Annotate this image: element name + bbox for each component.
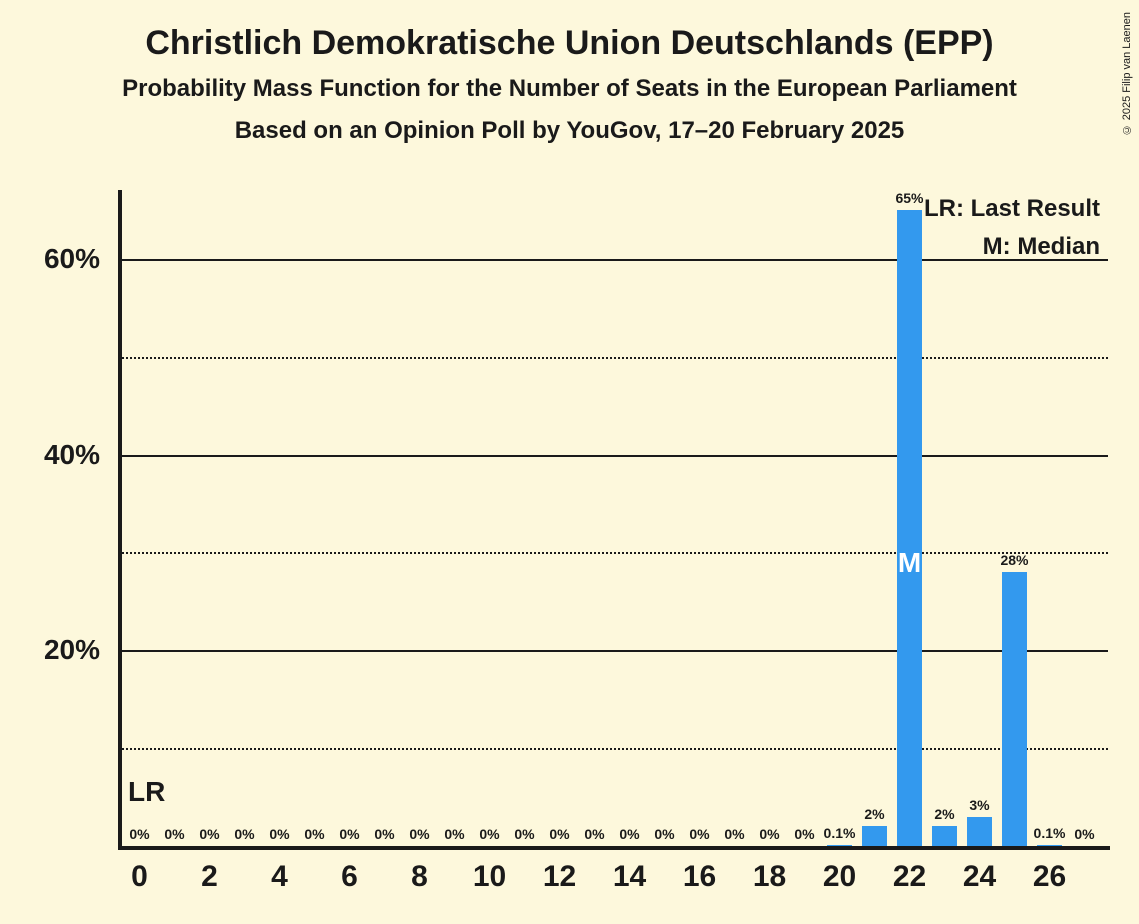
chart-plot: 0% 0% 0% 0% 0% 0% 0% 0% 0% 0% 0% 0% 0% 0% 0% 0% 0% 0% 0% 0%…	[110, 190, 1110, 850]
chart-legend: LR: Last Result M: Median	[924, 190, 1100, 267]
x-axis-line	[118, 846, 1110, 850]
bar	[932, 826, 957, 846]
bar	[1037, 845, 1062, 846]
x-tick-label: 12	[543, 860, 576, 894]
bar-value-label: 0%	[199, 826, 219, 842]
gridline-minor	[122, 748, 1108, 750]
x-tick-label: 14	[613, 860, 646, 894]
bar-value-label: 2%	[864, 806, 884, 822]
chart-subtitle-2: Based on an Opinion Poll by YouGov, 17–2…	[0, 103, 1139, 145]
bar-value-label: 0%	[619, 826, 639, 842]
bar-value-label: 28%	[1000, 552, 1028, 568]
y-tick-label: 60%	[44, 243, 100, 275]
x-tick-label: 10	[473, 860, 506, 894]
chart-title: Christlich Demokratische Union Deutschla…	[0, 0, 1139, 63]
bar-value-label: 0%	[654, 826, 674, 842]
bar-value-label: 0%	[129, 826, 149, 842]
bar-value-label: 3%	[969, 797, 989, 813]
bar-value-label: 0%	[759, 826, 779, 842]
bar-value-label: 65%	[895, 190, 923, 206]
legend-lr: LR: Last Result	[924, 190, 1100, 228]
chart-subtitle-1: Probability Mass Function for the Number…	[0, 63, 1139, 103]
gridline-minor	[122, 357, 1108, 359]
y-tick-label: 20%	[44, 634, 100, 666]
median-marker: M	[898, 547, 921, 579]
bar-value-label: 0%	[514, 826, 534, 842]
x-tick-label: 26	[1033, 860, 1066, 894]
bar	[827, 845, 852, 846]
x-tick-label: 4	[271, 860, 288, 894]
bar-value-label: 0%	[689, 826, 709, 842]
copyright-text: © 2025 Filip van Laenen	[1121, 12, 1133, 135]
bar	[897, 210, 922, 846]
bar	[1002, 572, 1027, 846]
x-tick-label: 8	[411, 860, 428, 894]
gridline-major	[122, 650, 1108, 652]
y-tick-label: 40%	[44, 439, 100, 471]
bar-value-label: 0.1%	[1034, 825, 1066, 841]
x-tick-label: 18	[753, 860, 786, 894]
lr-marker: LR	[128, 776, 165, 808]
bar-value-label: 0%	[584, 826, 604, 842]
bar	[967, 817, 992, 846]
bar-value-label: 0%	[444, 826, 464, 842]
x-tick-label: 20	[823, 860, 856, 894]
x-tick-label: 16	[683, 860, 716, 894]
x-tick-label: 2	[201, 860, 218, 894]
x-tick-label: 24	[963, 860, 996, 894]
bar-value-label: 2%	[934, 806, 954, 822]
bar-value-label: 0%	[549, 826, 569, 842]
x-tick-label: 22	[893, 860, 926, 894]
bar-value-label: 0%	[724, 826, 744, 842]
x-tick-label: 6	[341, 860, 358, 894]
x-tick-label: 0	[131, 860, 148, 894]
bar-value-label: 0%	[269, 826, 289, 842]
bar	[862, 826, 887, 846]
bar-value-label: 0%	[374, 826, 394, 842]
bar-value-label: 0%	[409, 826, 429, 842]
gridline-minor	[122, 552, 1108, 554]
gridline-major	[122, 455, 1108, 457]
bar-value-label: 0%	[479, 826, 499, 842]
legend-m: M: Median	[924, 228, 1100, 266]
y-axis-line	[118, 190, 122, 850]
bar-value-label: 0%	[1074, 826, 1094, 842]
bar-value-label: 0%	[339, 826, 359, 842]
chart-area: 0% 0% 0% 0% 0% 0% 0% 0% 0% 0% 0% 0% 0% 0% 0% 0% 0% 0% 0% 0%…	[110, 190, 1110, 850]
bar-value-label: 0%	[164, 826, 184, 842]
bar-value-label: 0.1%	[824, 825, 856, 841]
bar-value-label: 0%	[794, 826, 814, 842]
bar-value-label: 0%	[304, 826, 324, 842]
bar-value-label: 0%	[234, 826, 254, 842]
